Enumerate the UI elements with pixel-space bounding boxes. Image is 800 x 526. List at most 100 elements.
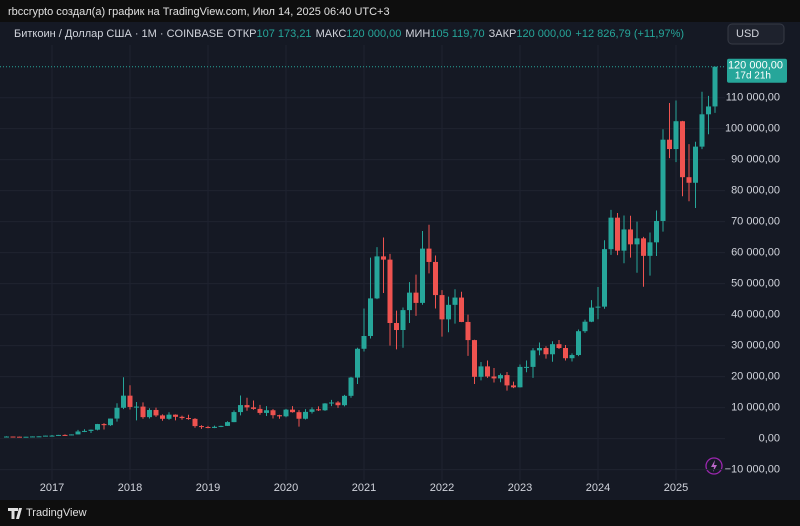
readout-label: МИН: [405, 28, 430, 40]
candle-body: [296, 412, 302, 419]
y-tick-label: 80 000,00: [731, 185, 780, 197]
y-tick-label: 0,00: [759, 433, 780, 445]
candle-body: [452, 297, 458, 305]
candle-body: [706, 106, 711, 115]
header: rbccrypto создал(а) график на TradingVie…: [8, 6, 390, 18]
currency[interactable]: USD: [736, 28, 759, 40]
currency-button[interactable]: [727, 23, 785, 45]
candle-body: [212, 426, 217, 428]
candle-body: [348, 377, 354, 396]
candle-body: [621, 229, 627, 251]
y-tick-label: 50 000,00: [731, 278, 780, 290]
alert-icon[interactable]: [705, 457, 723, 475]
candle-body: [680, 121, 685, 178]
y-tick-label: 10 000,00: [731, 402, 780, 414]
readout-value: 120 000,00: [516, 28, 571, 40]
y-tick-label: 110 000,00: [726, 92, 780, 104]
candle-body: [121, 395, 126, 408]
candle-body: [218, 425, 224, 427]
candle-body: [49, 435, 55, 437]
candle-body: [634, 238, 640, 245]
chart-panel: [0, 22, 800, 500]
countdown: 17d 21h: [735, 70, 771, 81]
candle-body: [88, 429, 94, 431]
candle-body: [641, 238, 646, 256]
candle-body: [537, 348, 542, 351]
candle-body: [95, 424, 100, 430]
candle-body: [543, 348, 549, 355]
readout-value: 120 000,00: [346, 28, 401, 40]
candle-body: [491, 376, 497, 379]
candle-body: [608, 217, 614, 250]
candle-body: [361, 335, 367, 349]
candle-body: [673, 121, 679, 150]
candle-body: [413, 292, 419, 303]
candle-body: [355, 348, 360, 378]
candle-body: [192, 418, 198, 427]
candle-body: [179, 416, 185, 419]
readout-label: МАКС: [316, 28, 347, 40]
candle-body: [511, 385, 516, 388]
candle-body: [576, 331, 581, 356]
candle-body: [257, 408, 263, 413]
x-tick-label: 2023: [508, 482, 532, 494]
candle-body: [387, 259, 393, 324]
candle-body: [699, 114, 705, 147]
y-tick-label: 100 000,00: [725, 123, 780, 135]
readout-value: 105 119,70: [430, 28, 484, 40]
x-tick-label: 2022: [430, 482, 454, 494]
candle-body: [205, 427, 211, 429]
candle-body: [524, 366, 529, 368]
candle-body: [166, 414, 172, 419]
candle-body: [381, 256, 386, 260]
candle-body: [127, 395, 133, 407]
candle-body: [17, 436, 22, 438]
candle-body: [309, 409, 315, 412]
candle-body: [368, 298, 373, 336]
candle-body: [426, 248, 432, 262]
candle-body: [667, 139, 672, 150]
alert-icon-bolt: [711, 460, 717, 472]
candle-body: [628, 229, 633, 245]
candle-body: [582, 321, 588, 332]
x-tick-label: 2019: [196, 482, 220, 494]
candle-body: [173, 414, 178, 417]
y-tick-label: −10 000,00: [725, 464, 780, 476]
brand-logo: [8, 508, 22, 519]
candle-body: [199, 426, 204, 428]
candle-body: [238, 405, 243, 413]
candle-body: [647, 242, 653, 256]
candle-body: [342, 395, 347, 406]
candle-body: [147, 409, 152, 418]
candle-body: [4, 436, 9, 438]
candle-body: [69, 434, 74, 436]
candle-body: [186, 418, 191, 420]
candle-body: [569, 355, 575, 359]
candle-body: [270, 410, 276, 416]
candle-body: [75, 431, 81, 435]
candle-body: [400, 310, 406, 331]
candle-body: [23, 436, 29, 438]
y-tick-label: 20 000,00: [731, 371, 780, 383]
candle-body: [264, 410, 269, 413]
candle-body: [465, 321, 471, 341]
candle-body: [589, 307, 594, 322]
candle-body: [62, 434, 68, 436]
y-tick-label: 70 000,00: [731, 216, 780, 228]
candle-body: [30, 436, 35, 438]
candle-body: [10, 436, 16, 438]
symbol: Биткоин / Доллар США · 1M · COINBASE: [14, 28, 223, 40]
candle-body: [329, 402, 334, 404]
candle-body: [251, 407, 256, 409]
candle-body: [322, 403, 328, 411]
candle-body: [595, 306, 601, 308]
candle-body: [485, 366, 490, 377]
x-tick-label: 2021: [352, 482, 376, 494]
candle-body: [556, 344, 562, 349]
price-label: 120 000,00: [728, 60, 783, 72]
candle-body: [517, 366, 523, 388]
candle-body: [504, 375, 510, 386]
candle-body: [140, 406, 146, 418]
candle-body: [283, 409, 289, 417]
